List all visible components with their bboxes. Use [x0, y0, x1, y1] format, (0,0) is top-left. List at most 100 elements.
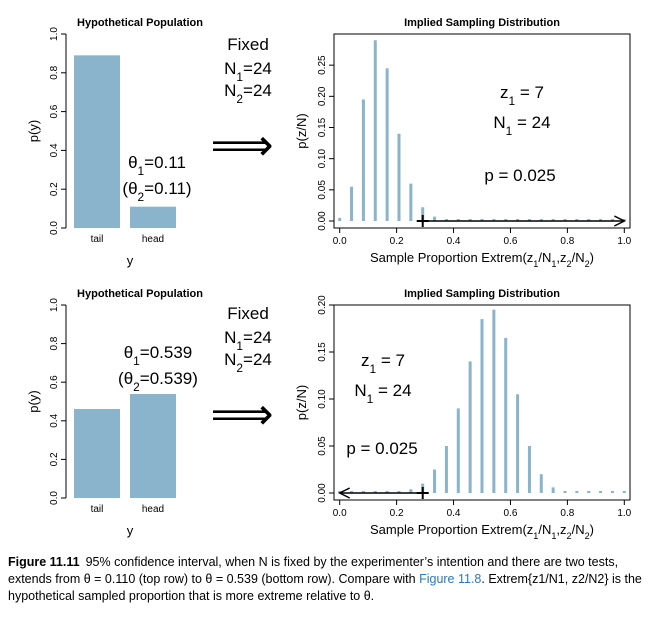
sampling-bar	[575, 219, 579, 221]
sampling-bar	[373, 491, 377, 493]
y-tick-label: 1.0	[49, 27, 60, 41]
y-tick-label: 0.15	[317, 117, 328, 137]
x-tick-label: 0.4	[447, 508, 461, 519]
y-tick-label: 0.0	[49, 221, 60, 235]
sampling-bar	[622, 219, 626, 221]
y-tick-label: 0.0	[49, 491, 60, 505]
sampling-bar	[492, 309, 496, 493]
sampling-bar	[456, 219, 460, 221]
y-tick-label: 0.2	[49, 182, 60, 196]
y-tick-label: 0.05	[317, 180, 328, 200]
y-tick-label: 0.4	[49, 143, 60, 157]
sampling-bar	[504, 337, 508, 493]
sampling-bar	[444, 446, 448, 493]
sampling-bar	[527, 446, 531, 493]
caption-figure-link[interactable]: Figure 11.8	[419, 572, 482, 586]
sampling-bar	[480, 219, 484, 221]
x-tick-label: head	[142, 504, 164, 515]
sampling-chart-bottom: Implied Sampling Distribution 0.00 0.05 0.1…	[294, 288, 632, 541]
chart-title: Hypothetical Population	[77, 17, 203, 29]
p-value-label: p = 0.025	[484, 166, 555, 185]
sampling-bar	[551, 219, 555, 221]
sampling-bar	[361, 491, 365, 493]
plot-frame	[333, 304, 631, 501]
sampling-bar	[539, 219, 543, 221]
caption-text-part2: . Extrem{z1/N1, z2/N2} is the hypothetic…	[8, 572, 642, 603]
x-tick-label: 1.0	[617, 508, 631, 519]
sampling-bar	[421, 207, 425, 221]
arrow-head	[338, 487, 351, 499]
theta1-label: θ1=0.539	[124, 343, 193, 368]
z1-label: z1 = 7	[361, 351, 405, 376]
n2-fixed-label: N2=24	[224, 350, 272, 375]
y-tick-label: 0.2	[49, 452, 60, 466]
sampling-bar	[444, 219, 448, 221]
sampling-bar	[587, 491, 591, 493]
x-tick-label: tail	[91, 234, 104, 245]
x-tick-label: head	[142, 234, 164, 245]
chart-title: Implied Sampling Distribution	[404, 17, 560, 29]
x-tick-label: 0.8	[560, 508, 574, 519]
y-tick-label: 0.10	[317, 148, 328, 168]
sampling-bar	[338, 217, 342, 221]
x-tick-label: 0.6	[504, 508, 518, 519]
x-axis-label: y	[127, 253, 134, 268]
y-tick-label: 0.10	[317, 389, 328, 409]
x-axis-label: Sample Proportion Extrem(z1/N1,z2/N2)	[370, 522, 594, 541]
x-tick-label: tail	[91, 504, 104, 515]
sampling-bar	[361, 99, 365, 221]
y-tick-label: 0.00	[317, 211, 328, 231]
sampling-bar	[516, 394, 520, 493]
sampling-bar	[622, 491, 626, 493]
y-axis-label: p(y)	[26, 390, 41, 412]
sampling-bar	[492, 219, 496, 221]
fixed-label: Fixed	[227, 35, 269, 54]
fixed-label: Fixed	[227, 304, 269, 323]
y-tick-label: 0.20	[317, 295, 328, 315]
sampling-bar	[480, 319, 484, 493]
sampling-bar	[433, 216, 437, 221]
population-chart-top: Hypothetical Population 0.0 0.2 0.4 0.6 0.8 1.…	[26, 17, 203, 268]
caption-figure-number: Figure 11.11	[8, 555, 80, 569]
y-tick-label: 0.8	[49, 336, 60, 350]
sampling-bar	[504, 219, 508, 221]
x-tick-label: 0.2	[390, 236, 404, 247]
sampling-bar	[539, 474, 543, 493]
theta1-label: θ1=0.11	[128, 153, 186, 178]
sampling-bar	[563, 219, 567, 221]
plot-frame	[333, 33, 631, 229]
bar-head	[130, 393, 176, 498]
sampling-bar	[610, 491, 614, 493]
p-value-label: p = 0.025	[346, 439, 417, 458]
population-chart-bottom: Hypothetical Population 0.0 0.2 0.4 0.6 0.8 1.…	[26, 288, 203, 538]
sampling-bar	[551, 487, 555, 493]
x-tick-label: 0.2	[390, 508, 404, 519]
y-axis-label: p(y)	[26, 120, 41, 142]
theta2-label: (θ2=0.11)	[122, 179, 191, 204]
sampling-bar	[599, 219, 603, 221]
n1-count-label: N1 = 24	[493, 113, 550, 138]
sampling-bar	[575, 491, 579, 493]
x-tick-label: 0.4	[447, 236, 461, 247]
x-tick-label: 0.6	[504, 236, 518, 247]
implies-arrow-icon: ⟹	[210, 389, 273, 440]
sampling-bar	[516, 219, 520, 221]
bar-tail	[74, 409, 120, 498]
y-axis-label: p(z/N)	[294, 113, 309, 148]
y-tick-label: 0.05	[317, 436, 328, 456]
sampling-bar	[350, 186, 354, 221]
sampling-bar	[397, 491, 401, 493]
sampling-bar	[468, 361, 472, 493]
y-axis-label: p(z/N)	[294, 385, 309, 420]
x-axis-label: y	[127, 523, 134, 538]
sampling-bar	[409, 183, 413, 221]
bar-head	[130, 206, 176, 228]
x-tick-label: 1.0	[617, 236, 631, 247]
sampling-bar	[409, 489, 413, 493]
arrow-head	[613, 215, 626, 227]
x-axis-label: Sample Proportion Extrem(z1/N1,z2/N2)	[370, 250, 594, 269]
bar-tail	[74, 55, 120, 229]
chart-title: Hypothetical Population	[77, 288, 203, 300]
